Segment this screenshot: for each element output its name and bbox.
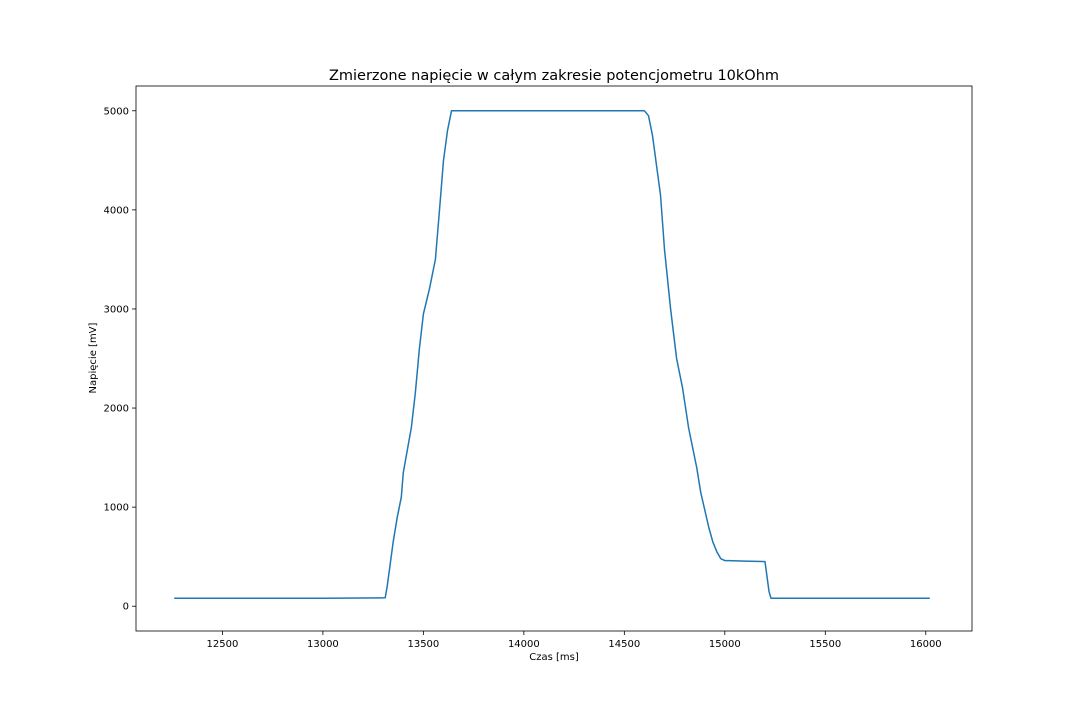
- series-line: [174, 110, 930, 600]
- x-tick-label: 13000: [307, 639, 339, 650]
- x-tick-label: 16000: [910, 639, 942, 650]
- y-tick-label: 0: [123, 602, 129, 613]
- x-axis-ticks: 12500 13000 13500 14000 14500 15000 15500 16000: [207, 631, 942, 650]
- plot-area: [174, 110, 930, 600]
- x-axis-label: Czas [ms]: [529, 652, 579, 663]
- x-tick-label: 14500: [608, 639, 640, 650]
- axes-frame: [135, 85, 973, 632]
- chart-title: Zmierzone napięcie w całym zakresie pote…: [329, 68, 779, 84]
- y-axis-label: Napięcie [mV]: [88, 322, 99, 393]
- y-tick-label: 5000: [104, 106, 129, 117]
- x-tick-label: 15000: [709, 639, 741, 650]
- x-tick-label: 13500: [407, 639, 439, 650]
- x-tick-label: 14000: [508, 639, 540, 650]
- y-tick-label: 1000: [104, 503, 129, 514]
- x-tick-label: 12500: [207, 639, 239, 650]
- y-tick-label: 4000: [104, 205, 129, 216]
- x-tick-label: 15500: [809, 639, 841, 650]
- y-tick-label: 3000: [104, 304, 129, 315]
- y-axis-ticks: 0 1000 2000 3000 4000 5000: [104, 106, 136, 613]
- y-tick-label: 2000: [104, 404, 129, 415]
